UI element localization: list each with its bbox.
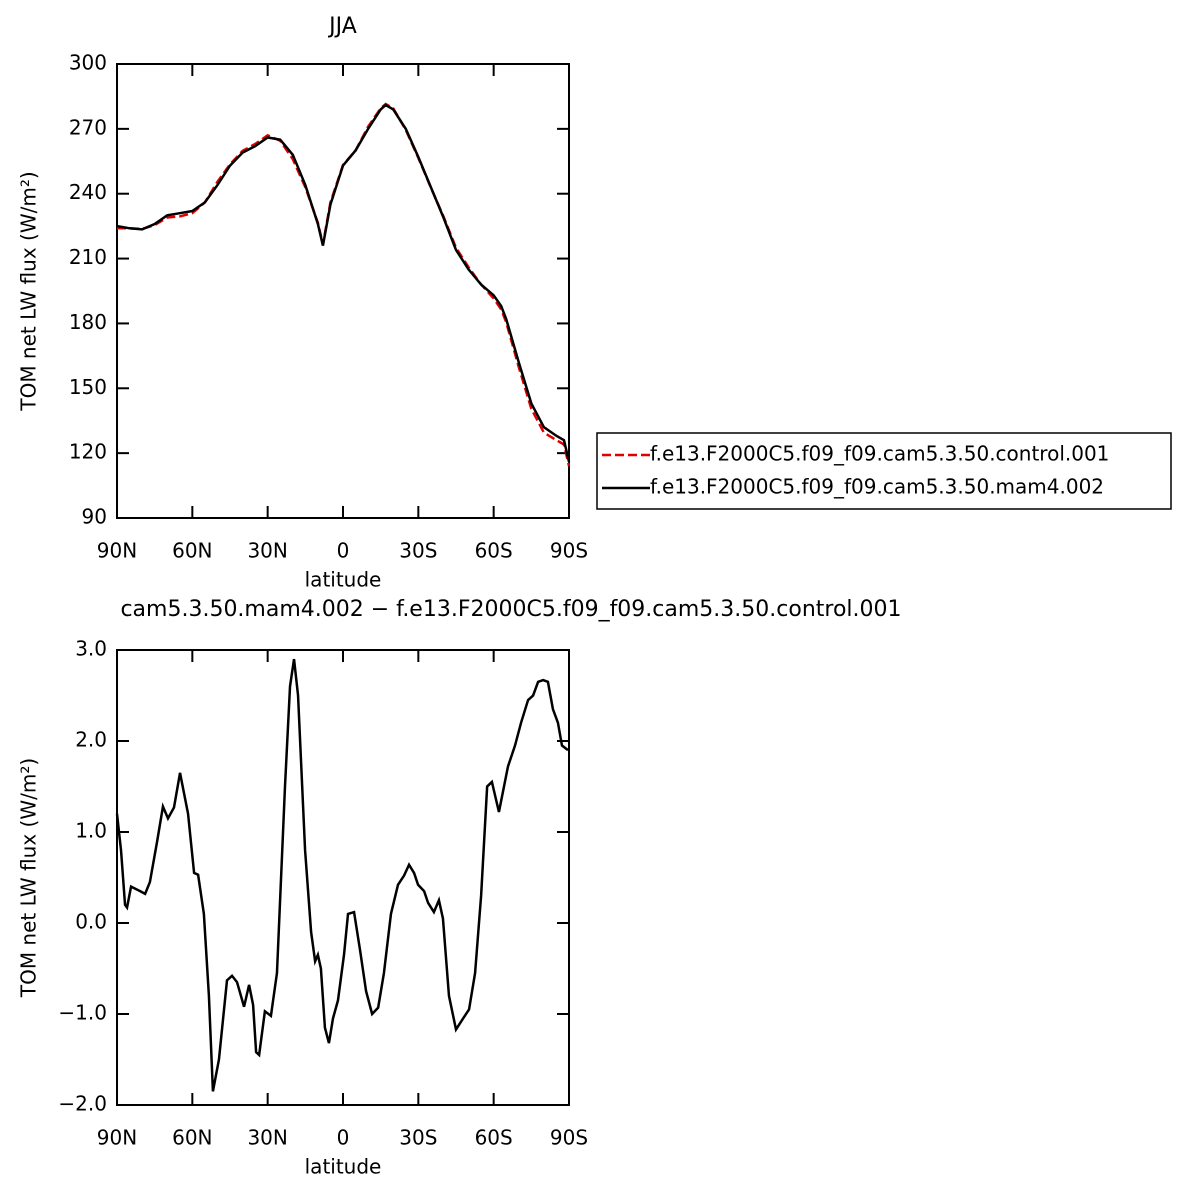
x-tick-label: 0 <box>337 1126 350 1150</box>
y-tick-label: −1.0 <box>58 1001 107 1025</box>
x-tick-label: 30S <box>399 1126 437 1150</box>
y-tick-label: 210 <box>69 245 107 269</box>
y-tick-label: −2.0 <box>58 1092 107 1116</box>
y-tick-label: 240 <box>69 180 107 204</box>
y-tick-label: 1.0 <box>75 819 107 843</box>
x-tick-label: 60S <box>475 539 513 563</box>
y-tick-label: 0.0 <box>75 910 107 934</box>
x-tick-label: 60N <box>172 539 212 563</box>
chart-title: JJA <box>327 14 357 39</box>
y-tick-label: 2.0 <box>75 728 107 752</box>
y-tick-label: 270 <box>69 115 107 139</box>
y-axis-label: TOM net LW flux (W/m²) <box>17 758 41 998</box>
x-tick-label: 0 <box>337 539 350 563</box>
x-axis-label: latitude <box>305 568 382 592</box>
x-tick-label: 90S <box>550 539 588 563</box>
legend-box <box>596 432 1172 510</box>
chart-title: cam5.3.50.mam4.002 − f.e13.F2000C5.f09_f… <box>120 597 901 622</box>
x-tick-label: 60S <box>475 1126 513 1150</box>
x-tick-label: 90S <box>550 1126 588 1150</box>
legend-label: f.e13.F2000C5.f09_f09.cam5.3.50.mam4.002 <box>650 475 1104 499</box>
y-tick-label: 150 <box>69 375 107 399</box>
data-line <box>115 658 569 1092</box>
y-tick-label: 90 <box>82 505 107 529</box>
legend-label: f.e13.F2000C5.f09_f09.cam5.3.50.control.… <box>650 442 1109 466</box>
plot-frame <box>116 63 570 519</box>
x-tick-label: 90N <box>97 539 137 563</box>
y-tick-label: 120 <box>69 440 107 464</box>
x-tick-label: 30N <box>247 1126 287 1150</box>
data-line <box>116 103 571 463</box>
y-tick-label: 180 <box>69 310 107 334</box>
y-tick-label: 300 <box>69 51 107 75</box>
x-tick-label: 60N <box>172 1126 212 1150</box>
x-tick-label: 30S <box>399 539 437 563</box>
x-axis-label: latitude <box>305 1155 382 1179</box>
x-tick-label: 90N <box>97 1126 137 1150</box>
y-axis-label: TOM net LW flux (W/m²) <box>17 171 41 411</box>
y-tick-label: 3.0 <box>75 637 107 661</box>
x-tick-label: 30N <box>247 539 287 563</box>
data-line <box>117 102 571 467</box>
plot-frame <box>116 649 570 1106</box>
